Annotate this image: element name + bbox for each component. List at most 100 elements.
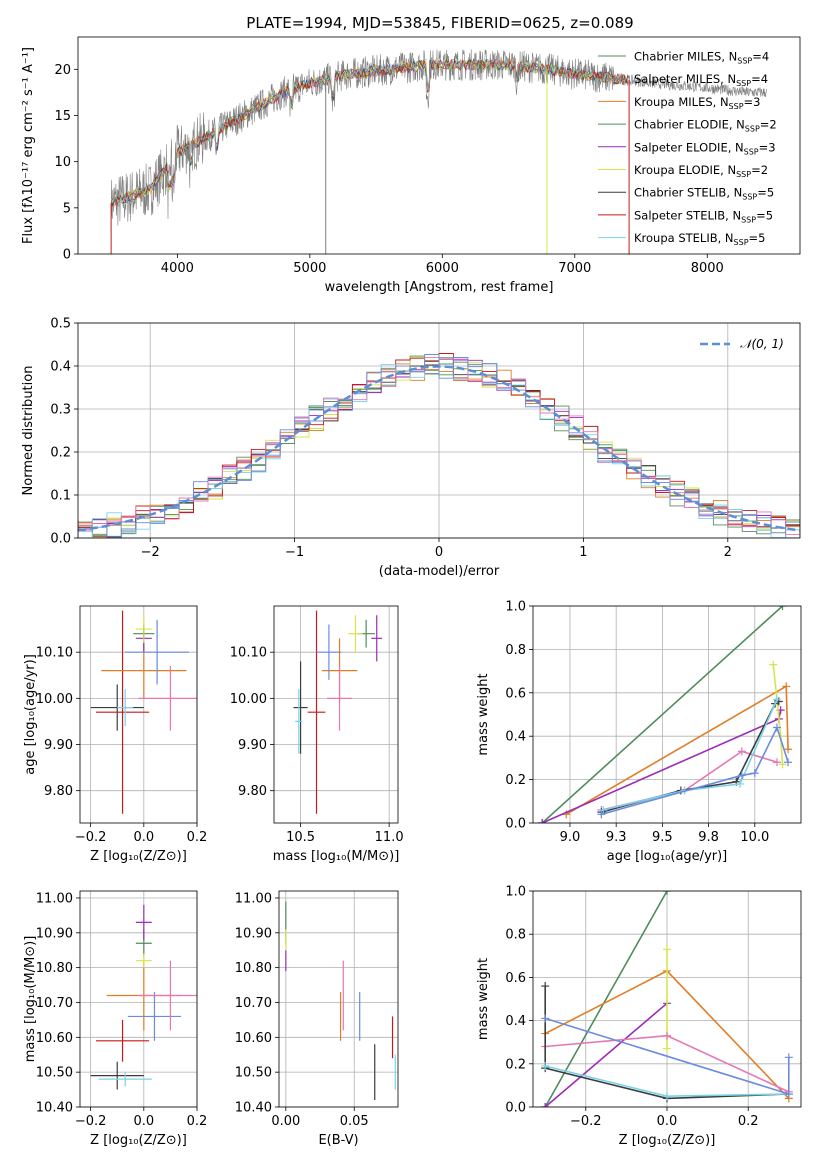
x-tick-label: 9.8 [698, 830, 719, 845]
y-tick-label: 9.90 [44, 738, 73, 753]
x-tick-label: 9.0 [560, 830, 581, 845]
y-tick-label: 10.10 [230, 646, 267, 661]
legend-subscript: SSP [736, 79, 751, 88]
y-tick-label: 10.80 [235, 961, 272, 976]
legend-label: Kroupa MILES, NSSP=3 [634, 95, 760, 111]
y-tick-label: 0.8 [505, 928, 526, 943]
legend-subscript: SSP [734, 238, 749, 247]
y-tick-label: 1.0 [505, 885, 526, 900]
data-marker [663, 945, 671, 954]
y-axis-label: mass [log₁₀(M/M⊙)] [23, 936, 38, 1063]
data-marker [663, 891, 671, 895]
axes-frame [79, 605, 198, 824]
data-marker [784, 758, 793, 767]
y-tick-label: 0.8 [505, 643, 526, 658]
mass-weight-line [544, 891, 668, 1107]
y-axis-label: Normed distribution [21, 366, 36, 496]
data-marker [541, 982, 550, 991]
data-marker [784, 1053, 793, 1062]
x-tick-label: −1 [285, 545, 304, 560]
y-tick-label: 0 [63, 248, 71, 263]
mass-weight-line [544, 986, 789, 1100]
x-tick-label: −0.2 [75, 1114, 107, 1129]
data-marker [663, 1044, 671, 1053]
y-tick-label: 5 [63, 201, 71, 216]
observed-spectrum [110, 49, 768, 231]
y-axis-label: mass weight [476, 673, 491, 755]
data-marker [784, 1090, 793, 1099]
legend-value: =3 [744, 95, 761, 109]
mass-weight-line [601, 725, 789, 816]
y-tick-label: 10.50 [36, 1066, 73, 1081]
y-tick-label: 0.4 [505, 730, 526, 745]
x-tick-label: 1 [579, 545, 587, 560]
axes-frame [79, 890, 198, 1108]
x-axis-label: Z [log₁₀(Z/Z⊙)] [619, 1133, 716, 1148]
y-tick-label: 0.6 [505, 686, 526, 701]
y-tick-label: 0.4 [50, 360, 71, 375]
x-tick-label: 9.5 [652, 830, 673, 845]
y-tick-label: 10.60 [36, 1031, 73, 1046]
y-tick-label: 10.40 [36, 1101, 73, 1116]
model-spectrum [110, 58, 629, 205]
data-marker [784, 745, 793, 754]
mass-weight-line [541, 606, 784, 823]
y-tick-label: 10.90 [235, 926, 272, 941]
y-tick-label: 0.0 [505, 1101, 526, 1116]
data-marker [663, 1031, 671, 1040]
x-axis-label: (data-model)/error [379, 564, 500, 579]
x-tick-label: −0.2 [75, 830, 107, 845]
y-tick-label: 10.70 [235, 996, 272, 1011]
normal-curve [78, 365, 800, 532]
y-tick-label: 10 [54, 155, 71, 170]
x-tick-label: 11.0 [375, 830, 404, 845]
y-tick-label: 10.10 [36, 646, 73, 661]
y-tick-label: 10.00 [230, 692, 267, 707]
x-tick-label: 9.3 [606, 830, 627, 845]
legend-label: Kroupa STELIB, NSSP=5 [634, 231, 765, 247]
model-spectrum [110, 58, 628, 206]
legend-label: Chabrier STELIB, NSSP=5 [634, 186, 774, 202]
legend-label: Chabrier MILES, NSSP=4 [634, 50, 769, 66]
x-tick-label: −0.2 [570, 1114, 602, 1129]
x-tick-label: 0.2 [187, 830, 208, 845]
axes-frame [77, 322, 801, 539]
y-tick-label: 11.00 [235, 891, 272, 906]
model-spectrum [110, 58, 629, 207]
y-tick-label: 0.2 [505, 773, 526, 788]
data-marker [538, 819, 547, 823]
x-axis-label: E(B-V) [318, 1133, 358, 1148]
legend-value: =2 [751, 163, 768, 177]
chart-title: PLATE=1994, MJD=53845, FIBERID=0625, z=0… [246, 14, 633, 32]
y-tick-label: 9.80 [44, 784, 73, 799]
y-tick-label: 0.1 [50, 489, 71, 504]
y-tick-label: 0.5 [50, 317, 71, 332]
x-axis-label: mass [log₁₀(M/M⊙)] [273, 849, 400, 864]
axes-frame [273, 605, 399, 824]
x-tick-label: 0.2 [187, 1114, 208, 1129]
y-tick-label: 1.0 [505, 600, 526, 615]
x-tick-label: 0 [435, 545, 443, 560]
y-tick-label: 0.3 [50, 403, 71, 418]
legend-label: Chabrier ELODIE, NSSP=2 [634, 118, 777, 134]
data-marker [769, 660, 778, 669]
legend-label: Salpeter STELIB, NSSP=5 [634, 208, 773, 224]
y-tick-label: 10.00 [36, 692, 73, 707]
legend-label: 𝒩(0, 1) [740, 337, 784, 351]
y-tick-label: 10.70 [36, 996, 73, 1011]
y-tick-label: 0.0 [505, 817, 526, 832]
data-marker [541, 1014, 550, 1023]
x-tick-label: 0.0 [657, 1114, 678, 1129]
axes-frame [278, 890, 399, 1108]
x-tick-label: 2 [724, 545, 732, 560]
data-marker [541, 1103, 550, 1107]
data-marker [778, 760, 787, 769]
x-axis-label: wavelength [Angstrom, rest frame] [325, 280, 554, 295]
x-tick-label: 10.0 [740, 830, 769, 845]
mass-weight-line [544, 1002, 668, 1107]
legend-label: Salpeter ELODIE, NSSP=3 [634, 140, 776, 156]
y-axis-label: age [log₁₀(age/yr)] [23, 654, 38, 775]
legend-subscript: SSP [737, 57, 752, 66]
